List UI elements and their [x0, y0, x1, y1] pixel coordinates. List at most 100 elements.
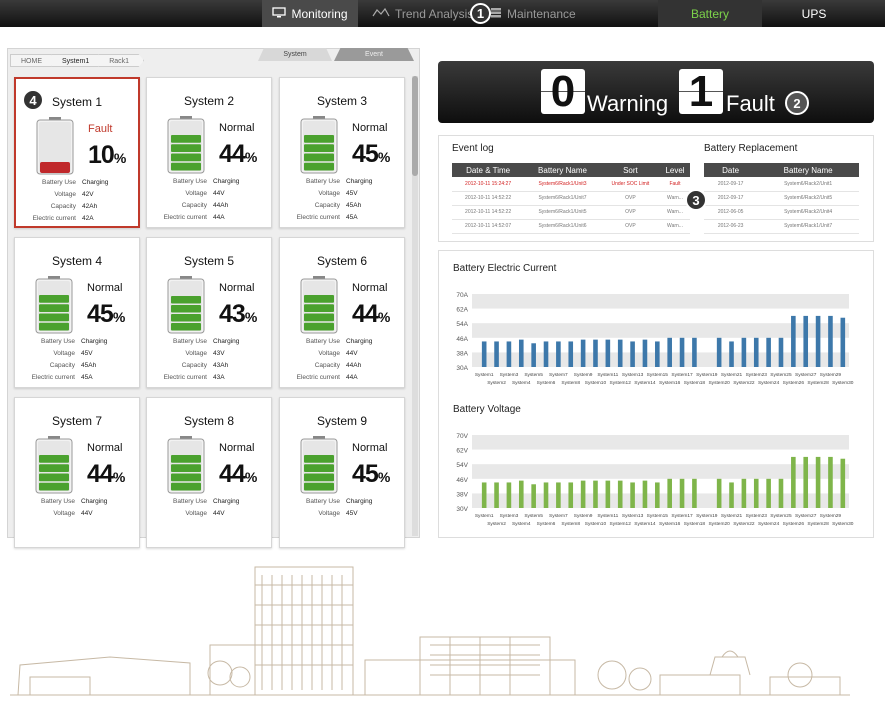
table-row[interactable]: 2012-10-11 14:52:22 System6/Rack1/Unit5 OV…: [452, 205, 690, 220]
system-card[interactable]: System 9 Normal 45% Battery Use Charging V…: [279, 397, 405, 548]
x-tick-label: System12: [610, 380, 632, 386]
stat-rows: Battery Use Charging Voltage 42V Capacity 42A…: [16, 179, 138, 227]
chart-bar: [580, 339, 586, 367]
status-text: Normal: [352, 122, 388, 134]
stat-row-voltage: Voltage 44V: [15, 510, 139, 522]
table-row[interactable]: 2012-09-17 System6/Rack2/Unit1: [704, 177, 859, 192]
system-card[interactable]: System 8 Normal 44% Battery Use Charging V…: [146, 397, 272, 548]
charge-unit: %: [112, 309, 125, 325]
status-text: Normal: [87, 282, 123, 294]
system-card[interactable]: System 5 Normal 43% Battery Use Charging V…: [146, 237, 272, 388]
stat-row-use: Battery Use Charging: [15, 498, 139, 510]
stat-value: 44A: [213, 214, 225, 221]
system-card[interactable]: System 1 Fault 10% Battery Use Charging Vo…: [14, 77, 140, 228]
nav-maintenance[interactable]: Maintenance: [490, 0, 576, 27]
x-tick-label: System28: [807, 380, 829, 386]
breadcrumb-system[interactable]: System1: [51, 54, 105, 67]
column-header[interactable]: Date & Time: [452, 163, 525, 177]
system-card[interactable]: System 6 Normal 44% Battery Use Charging V…: [279, 237, 405, 388]
chart-bar: [716, 478, 722, 508]
y-tick-label: 70A: [456, 292, 468, 299]
y-tick-label: 54V: [456, 462, 468, 469]
chart-bar: [556, 482, 561, 508]
table-row[interactable]: 2012-09-17 System6/Rack2/Unit5: [704, 191, 859, 206]
stat-row-use: Battery Use Charging: [280, 338, 404, 350]
stat-label: Battery Use: [173, 498, 207, 505]
column-header[interactable]: Battery Name: [757, 163, 859, 177]
stat-value: 44V: [213, 510, 225, 517]
chart-bar: [803, 456, 809, 508]
replacement-table: Date Battery Name 2012-09-17 System6/Rack2/…: [704, 163, 859, 234]
nav-trend-analysis[interactable]: Trend Analysis: [372, 0, 473, 27]
breadcrumb-home[interactable]: HOME: [10, 54, 57, 67]
stat-row-capacity: Capacity 45Ah: [280, 202, 404, 214]
annotation-badge-1: 1: [470, 3, 491, 24]
charge-percent: 43%: [219, 300, 257, 329]
x-tick-label: System14: [634, 380, 656, 386]
y-tick-label: 38V: [456, 491, 468, 498]
grid-band: [472, 435, 849, 450]
x-tick-label: System24: [758, 380, 780, 386]
chart-bar: [593, 480, 598, 508]
stat-row-current: Electric current 45A: [15, 374, 139, 386]
breadcrumb-rack[interactable]: Rack1: [98, 54, 145, 67]
scrollbar-thumb[interactable]: [412, 76, 418, 176]
tab-event[interactable]: Event: [334, 48, 414, 61]
scrollbar-track[interactable]: [412, 76, 418, 536]
system-name: System 1: [51, 95, 102, 109]
column-header[interactable]: Level: [660, 163, 690, 177]
system-name: System 9: [316, 414, 367, 428]
charge-percent: 44%: [352, 300, 390, 329]
table-row[interactable]: 2012-10-11 15:24:27 System6/Rack1/Unit3 Un…: [452, 177, 690, 192]
table-row[interactable]: 2012-10-11 14:52:07 System6/Rack1/Unit6 OV…: [452, 219, 690, 234]
column-header[interactable]: Battery Name: [524, 163, 601, 177]
system-card[interactable]: System 7 Normal 44% Battery Use Charging V…: [14, 397, 140, 548]
chart-bar: [642, 480, 648, 508]
x-tick-label: System6: [537, 380, 556, 386]
chart-bar: [766, 478, 771, 508]
status-text: Fault: [88, 123, 113, 135]
stat-label: Electric current: [32, 215, 76, 222]
stat-value: Charging: [213, 338, 240, 345]
x-tick-label: System21: [721, 513, 743, 519]
y-tick-label: 70V: [456, 433, 468, 440]
chart-bar: [481, 482, 487, 508]
stat-label: Capacity: [49, 362, 75, 369]
column-header[interactable]: Sort: [600, 163, 661, 177]
chart-bar: [506, 482, 512, 508]
stat-rows: Battery Use Charging Voltage 44V: [147, 498, 271, 522]
battery-icon: [300, 276, 338, 334]
chart-bar: [815, 456, 821, 508]
table-cell: 2012-09-17: [704, 177, 758, 192]
y-tick-label: 54A: [456, 321, 468, 328]
table-cell: System6/Rack1/Unit3: [524, 177, 601, 192]
chart-bar: [679, 478, 685, 508]
system-card[interactable]: System 3 Normal 45% Battery Use Charging V…: [279, 77, 405, 228]
tab-system[interactable]: System: [258, 48, 332, 61]
battery-icon: [36, 117, 74, 175]
column-header[interactable]: Date: [704, 163, 758, 177]
system-card[interactable]: System 2 Normal 44% Battery Use Charging V…: [146, 77, 272, 228]
chart-bar: [494, 482, 499, 508]
tab-battery[interactable]: Battery: [658, 0, 762, 27]
stat-value: Charging: [213, 498, 240, 505]
stat-label: Voltage: [185, 350, 207, 357]
nav-monitoring[interactable]: Monitoring: [262, 0, 358, 27]
x-tick-label: System29: [820, 513, 842, 519]
stat-rows: Battery Use Charging Voltage 44V Capacity 44A…: [147, 178, 271, 226]
table-row[interactable]: 2012-10-11 14:52:22 System6/Rack1/Unit7 OV…: [452, 191, 690, 206]
system-card[interactable]: System 4 Normal 45% Battery Use Charging V…: [14, 237, 140, 388]
chart-bar: [741, 337, 747, 367]
charge-value: 44: [87, 460, 114, 488]
chart-bar: [828, 315, 833, 367]
chart-bar: [593, 339, 598, 367]
x-tick-label: System28: [807, 521, 829, 527]
tab-ups[interactable]: UPS: [801, 6, 827, 21]
x-tick-label: System5: [524, 372, 543, 378]
table-cell: System6/Rack1/Unit6: [524, 219, 601, 234]
chart-bar: [716, 337, 722, 367]
table-cell: System6/Rack1/Unit5: [524, 205, 601, 220]
table-row[interactable]: 2012-06-05 System6/Rack2/Unit4: [704, 205, 859, 220]
stat-row-current: Electric current 44A: [280, 374, 404, 386]
table-row[interactable]: 2012-06-23 System6/Rack1/Unit7: [704, 219, 859, 234]
